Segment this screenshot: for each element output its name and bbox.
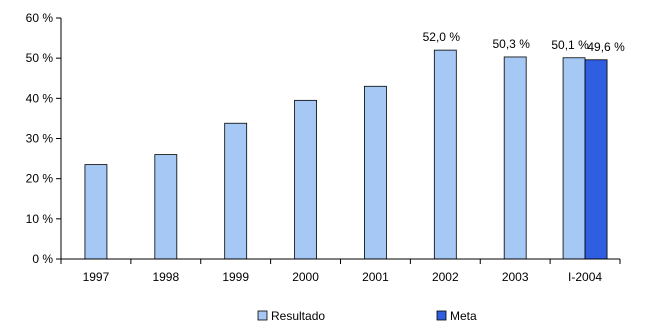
- data-label: 50,1 %: [551, 38, 589, 52]
- y-tick-label: 40 %: [26, 91, 54, 105]
- data-label: 52,0 %: [423, 30, 461, 44]
- legend: Resultado Meta: [257, 309, 477, 323]
- x-tick-label: 2000: [292, 270, 319, 284]
- legend-swatch-meta: [436, 310, 447, 321]
- x-tick-label: 1999: [222, 270, 249, 284]
- y-tick-label: 10 %: [26, 212, 54, 226]
- data-label: 49,6 %: [587, 40, 625, 54]
- x-tick-label: 2002: [432, 270, 459, 284]
- y-tick-label: 20 %: [26, 172, 54, 186]
- y-tick-label: 30 %: [26, 132, 54, 146]
- x-tick-label: I-2004: [568, 270, 602, 284]
- legend-swatch-resultado: [257, 310, 268, 321]
- bar-resultado-2001: [364, 85, 387, 260]
- y-tick-label: 50 %: [26, 51, 54, 65]
- data-label: 50,3 %: [493, 37, 531, 51]
- data-labels: 52,0 % 50,3 % 50,1 %49,6 %: [423, 30, 625, 54]
- x-tick-label: 2001: [362, 270, 389, 284]
- bar-resultado-1997: [84, 164, 108, 260]
- y-tick-label: 0 %: [32, 252, 53, 266]
- x-tick-label: 2003: [502, 270, 529, 284]
- y-tick-label: 60 %: [26, 11, 54, 25]
- legend-label-resultado: Resultado: [271, 309, 325, 323]
- bar-resultado-2003: [503, 56, 527, 260]
- bar-resultado-1998: [154, 154, 178, 260]
- bar-resultado-i-2004: [562, 57, 586, 260]
- bar-resultado-2002: [433, 49, 457, 260]
- x-tick-label: 1998: [152, 270, 179, 284]
- bar-resultado-1999: [224, 122, 248, 260]
- bars: [84, 49, 608, 260]
- x-tick-label: 1997: [83, 270, 110, 284]
- x-axis-ticks: 1997 1998 1999 2000 2001 2002 2003 I-2004: [60, 259, 621, 284]
- y-axis-ticks: 0 % 10 % 20 % 30 % 40 % 50 % 60 %: [26, 11, 61, 266]
- bar-meta-i-2004: [584, 59, 608, 260]
- legend-label-meta: Meta: [450, 309, 477, 323]
- bar-resultado-2000: [294, 99, 317, 260]
